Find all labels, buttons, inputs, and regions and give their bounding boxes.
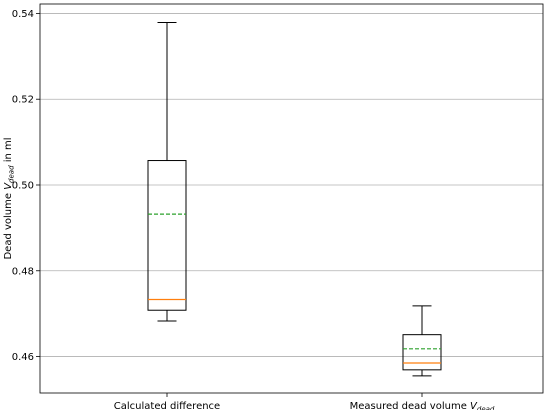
y-axis: 0.46 0.48 0.50 0.52 0.54: [12, 9, 40, 363]
y-tick-label: 0.46: [12, 352, 34, 363]
y-label-unit: in ml: [3, 137, 14, 165]
x-tick-label-text: Measured dead volume: [350, 401, 470, 410]
x-tick-label: Calculated difference: [114, 401, 220, 410]
x-tick-label-text: Calculated difference: [114, 401, 220, 410]
iqr-box: [147, 160, 187, 311]
y-tick-label: 0.54: [12, 9, 34, 20]
x-tick-label-symbol: V: [470, 401, 478, 410]
box-1: [147, 21, 187, 322]
y-label-main: Dead volume: [3, 190, 14, 260]
x-axis: Calculated difference Measured dead volum…: [114, 393, 495, 410]
x-tick-label-subscript: dead: [477, 406, 495, 410]
y-tick-label: 0.48: [12, 266, 34, 277]
plot-frame: [39, 3, 544, 394]
y-tick-label: 0.50: [12, 180, 34, 191]
box-2: [402, 305, 442, 377]
y-grid: [40, 13, 543, 357]
x-tick-label: Measured dead volume Vdead: [350, 401, 495, 410]
y-tick-label: 0.52: [12, 95, 34, 106]
iqr-box: [402, 334, 442, 371]
y-label-symbol: V: [3, 182, 14, 190]
y-axis-label: Dead volume Vdead in ml: [3, 137, 16, 259]
boxes-layer: [147, 21, 442, 377]
y-label-subscript: dead: [8, 165, 16, 183]
